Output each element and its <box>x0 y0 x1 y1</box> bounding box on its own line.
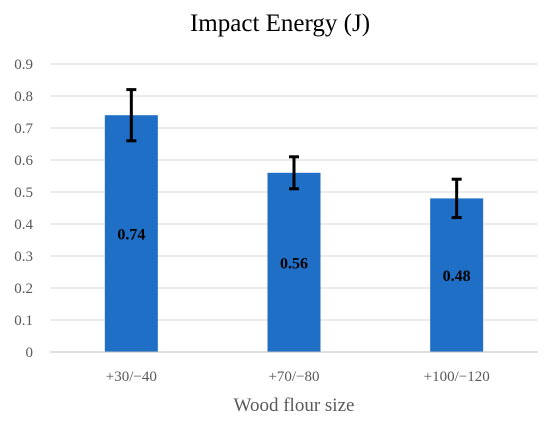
y-tick-label: 0 <box>26 345 34 361</box>
data-label: 0.48 <box>443 268 471 285</box>
y-tick-label: 0.5 <box>14 185 33 201</box>
y-tick-label: 0.2 <box>14 281 33 297</box>
data-label: 0.74 <box>117 227 145 244</box>
x-tick-label: +70/−80 <box>268 369 319 385</box>
x-axis-title: Wood flour size <box>234 395 355 416</box>
bars <box>104 115 484 352</box>
data-labels: 0.74 0.56 0.48 <box>117 227 470 286</box>
y-axis-ticks: 0 0.1 0.2 0.3 0.4 0.5 0.6 0.7 0.8 0.9 <box>14 57 33 361</box>
x-tick-label: +30/−40 <box>106 369 157 385</box>
y-tick-label: 0.8 <box>14 89 33 105</box>
x-tick-label: +100/−120 <box>424 369 490 385</box>
error-bars <box>126 88 462 220</box>
data-label: 0.56 <box>280 255 308 272</box>
chart-title: Impact Energy (J) <box>190 10 370 37</box>
y-tick-label: 0.1 <box>14 313 33 329</box>
bar <box>430 198 484 352</box>
y-tick-label: 0.3 <box>14 249 33 265</box>
bar <box>104 115 158 352</box>
y-tick-label: 0.4 <box>14 217 33 233</box>
y-tick-label: 0.9 <box>14 57 33 73</box>
x-axis-ticks: +30/−40 +70/−80 +100/−120 <box>106 369 490 385</box>
bar <box>267 172 321 352</box>
y-tick-label: 0.7 <box>14 121 33 137</box>
y-tick-label: 0.6 <box>14 153 33 169</box>
